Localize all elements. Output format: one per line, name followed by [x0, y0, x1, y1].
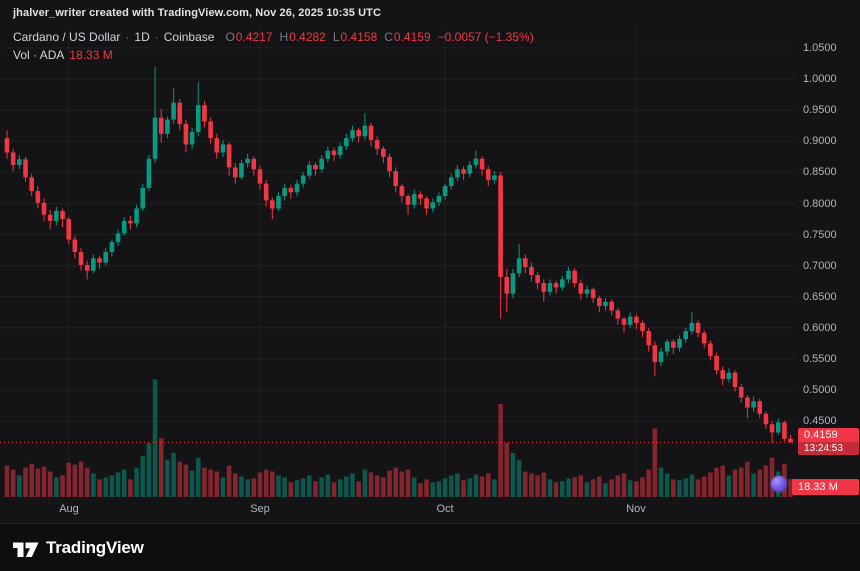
high-value: 0.4282 [289, 30, 326, 44]
bar-countdown: 13:24:53 [798, 442, 859, 455]
tradingview-logo-icon [13, 542, 39, 557]
price-axis-label: 0.6500 [803, 291, 837, 303]
sticker-icon [771, 476, 787, 492]
time-axis[interactable]: Aug Sep Oct Nov [0, 500, 796, 522]
high-label: H [279, 30, 289, 44]
last-volume-badge: 18.33 M [792, 479, 859, 495]
price-axis-label: 0.5000 [803, 384, 837, 396]
legend-separator: · [125, 30, 130, 44]
time-axis-label-sep: Sep [250, 503, 270, 515]
low-label: L [332, 30, 340, 44]
symbol-title[interactable]: Cardano / US Dollar [13, 30, 121, 44]
price-axis-label: 0.8500 [803, 166, 837, 178]
time-axis-label-aug: Aug [59, 503, 79, 515]
attribution-bar: jhalver_writer created with TradingView.… [0, 0, 860, 33]
change-value: −0.0057 (−1.35%) [437, 30, 534, 44]
legend-separator: · [154, 30, 159, 44]
time-axis-label-nov: Nov [626, 503, 646, 515]
time-axis-label-oct: Oct [436, 503, 454, 515]
price-axis-label: 0.4500 [803, 415, 837, 427]
price-axis-label: 0.6000 [803, 322, 837, 334]
price-axis-label: 0.9500 [803, 104, 837, 116]
symbol-legend: Cardano / US Dollar · 1D · Coinbase O 0.4… [13, 30, 534, 44]
volume-label[interactable]: Vol · ADA [13, 48, 65, 62]
close-label: C [384, 30, 393, 44]
price-axis-label: 1.0000 [803, 73, 837, 85]
open-value: 0.4217 [235, 30, 273, 44]
exchange-label: Coinbase [163, 30, 215, 44]
last-price-badge: 0.4159 13:24:53 [798, 428, 859, 455]
price-axis[interactable]: 1.0500 1.0000 0.9500 0.9000 0.8500 0.8000 0.75… [796, 0, 860, 524]
price-axis-label: 0.7500 [803, 229, 837, 241]
price-axis-label: 0.8000 [803, 198, 837, 210]
last-price-value: 0.4159 [804, 429, 838, 441]
footer-bar: TradingView [0, 523, 860, 571]
price-axis-label: 1.0500 [803, 42, 837, 54]
open-label: O [225, 30, 235, 44]
price-axis-label: 0.5500 [803, 353, 837, 365]
attribution-text: jhalver_writer created with TradingView.… [13, 7, 382, 19]
volume-value: 18.33 M [69, 48, 113, 62]
price-axis-label: 0.9000 [803, 135, 837, 147]
volume-legend: Vol · ADA 18.33 M [13, 48, 113, 62]
tradingview-wordmark: TradingView [46, 537, 144, 557]
low-value: 0.4158 [340, 30, 378, 44]
ohlc-values: O 0.4217 H 0.4282 L 0.4158 C 0.4159 −0.0057 … [225, 30, 533, 44]
close-value: 0.4159 [393, 30, 431, 44]
price-axis-label: 0.7000 [803, 260, 837, 272]
tradingview-logo[interactable]: TradingView [13, 538, 144, 558]
interval-label[interactable]: 1D [134, 30, 150, 44]
